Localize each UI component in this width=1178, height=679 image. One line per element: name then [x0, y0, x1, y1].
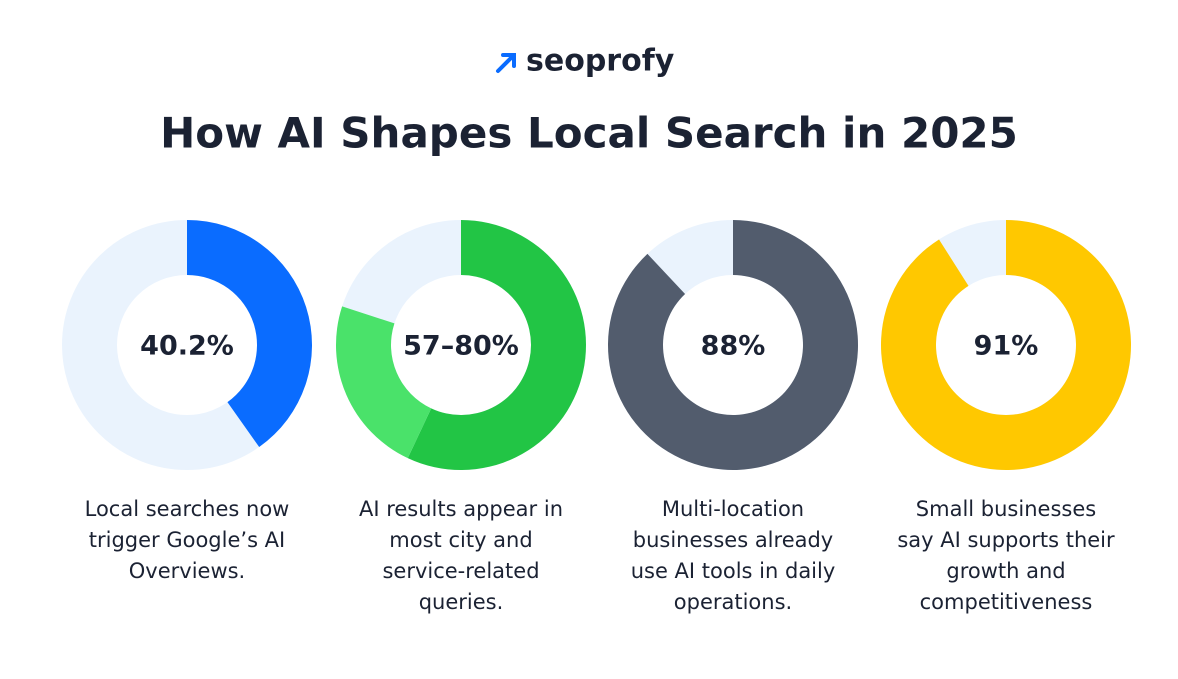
caption-line: Local searches now — [85, 497, 290, 521]
caption-line: trigger Google’s AI — [89, 528, 286, 552]
donut-value-label: 57–80% — [403, 331, 519, 362]
donut-value-label: 88% — [701, 331, 766, 362]
caption-line: AI results appear in — [359, 497, 563, 521]
donut-segment — [881, 220, 1131, 471]
caption-line: operations. — [674, 590, 792, 614]
caption-line: growth and — [946, 559, 1065, 583]
brand-icon — [496, 53, 516, 73]
caption-line: Small businesses — [916, 497, 1096, 521]
caption-line: most city and — [389, 528, 532, 552]
donut-segment — [608, 220, 858, 471]
donut-segment — [336, 306, 432, 459]
caption-line: service-related — [382, 559, 539, 583]
caption-line: Overviews. — [129, 559, 245, 583]
caption-line: use AI tools in daily — [631, 559, 836, 583]
caption-line: queries. — [419, 590, 504, 614]
caption-line: say AI supports their — [897, 528, 1115, 552]
caption-line: businesses already — [633, 528, 833, 552]
title: How AI Shapes Local Search in 2025 — [160, 109, 1018, 158]
donut-segment — [187, 220, 313, 448]
caption-line: competitiveness — [920, 590, 1093, 614]
donut-value-label: 91% — [974, 331, 1039, 362]
caption-line: Multi-location — [662, 497, 804, 521]
donut-segment — [407, 220, 586, 470]
brand: seoprofy — [526, 44, 675, 79]
donut-value-label: 40.2% — [140, 331, 234, 362]
